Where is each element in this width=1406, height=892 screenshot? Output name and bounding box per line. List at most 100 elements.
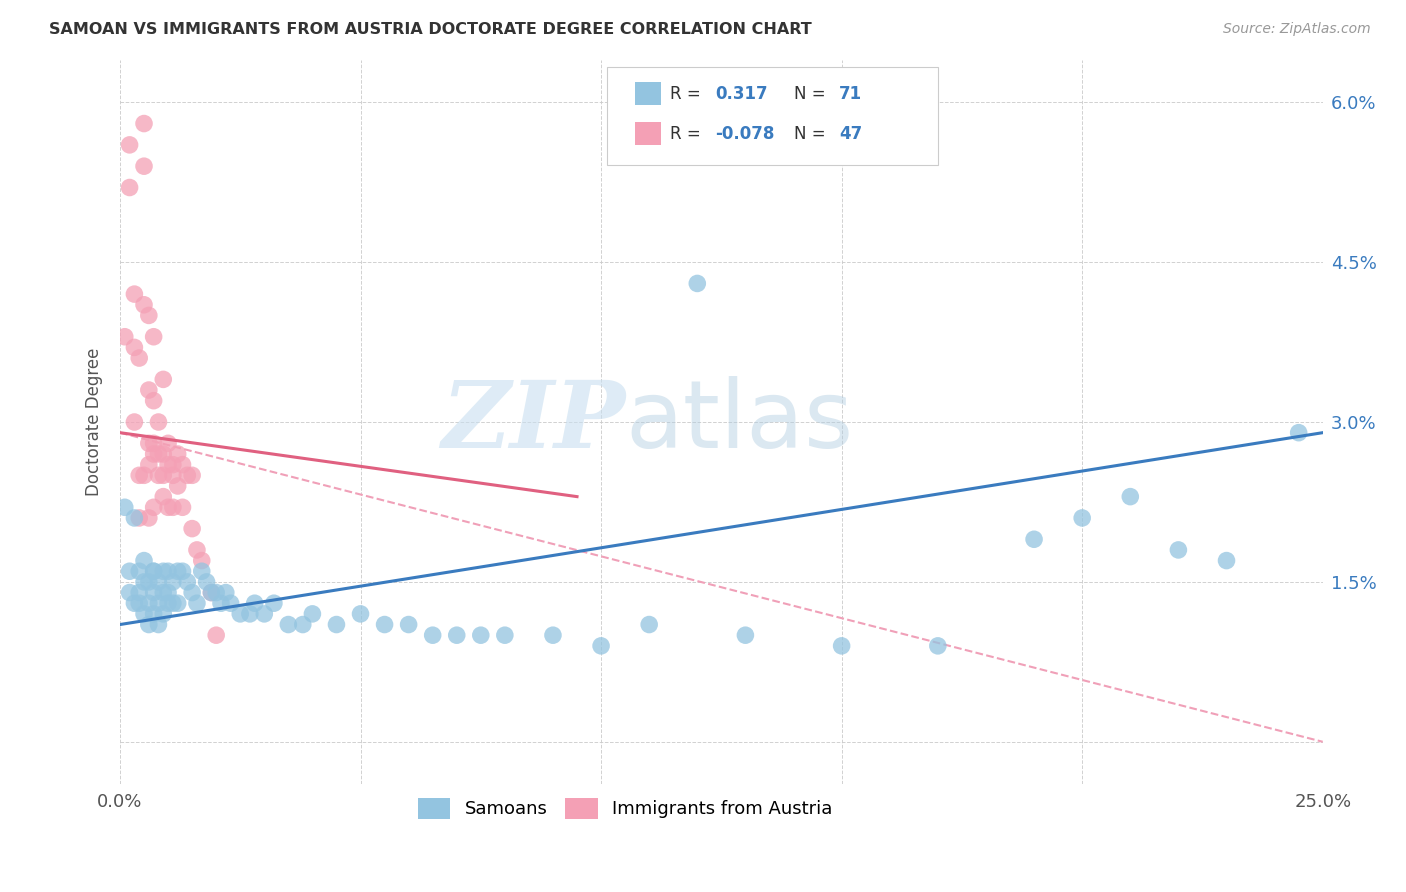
- Point: [831, 639, 853, 653]
- Point: [166, 479, 188, 493]
- Point: [118, 564, 141, 578]
- Point: [205, 628, 228, 642]
- Text: -0.078: -0.078: [716, 125, 775, 143]
- Point: [1167, 543, 1189, 558]
- Text: ZIP: ZIP: [441, 377, 626, 467]
- Point: [1119, 490, 1142, 504]
- Point: [263, 596, 285, 610]
- Text: N =: N =: [793, 125, 825, 143]
- Point: [181, 468, 204, 483]
- Point: [349, 607, 371, 621]
- Point: [124, 511, 146, 525]
- Point: [142, 564, 165, 578]
- Point: [243, 596, 266, 610]
- Text: SAMOAN VS IMMIGRANTS FROM AUSTRIA DOCTORATE DEGREE CORRELATION CHART: SAMOAN VS IMMIGRANTS FROM AUSTRIA DOCTOR…: [49, 22, 811, 37]
- Text: N =: N =: [793, 85, 825, 103]
- Point: [541, 628, 564, 642]
- Point: [157, 500, 180, 515]
- Point: [157, 564, 180, 578]
- Point: [229, 607, 252, 621]
- Point: [152, 447, 174, 461]
- Point: [142, 436, 165, 450]
- Point: [132, 159, 155, 173]
- Point: [219, 596, 242, 610]
- Point: [152, 490, 174, 504]
- Point: [132, 298, 155, 312]
- Point: [176, 468, 198, 483]
- Point: [157, 596, 180, 610]
- Text: 71: 71: [839, 85, 862, 103]
- FancyBboxPatch shape: [634, 82, 661, 105]
- Point: [138, 436, 160, 450]
- Point: [128, 351, 150, 365]
- Point: [132, 607, 155, 621]
- Point: [124, 287, 146, 301]
- Point: [152, 607, 174, 621]
- Text: Source: ZipAtlas.com: Source: ZipAtlas.com: [1223, 22, 1371, 37]
- Point: [142, 585, 165, 599]
- Point: [114, 500, 136, 515]
- Point: [157, 585, 180, 599]
- Point: [162, 574, 184, 589]
- Point: [181, 522, 204, 536]
- Point: [422, 628, 444, 642]
- Point: [200, 585, 222, 599]
- Point: [325, 617, 347, 632]
- Point: [176, 574, 198, 589]
- Point: [591, 639, 613, 653]
- Point: [148, 468, 170, 483]
- Point: [446, 628, 468, 642]
- Point: [200, 585, 222, 599]
- Point: [172, 564, 194, 578]
- Point: [166, 564, 188, 578]
- Point: [1288, 425, 1310, 440]
- Point: [132, 553, 155, 567]
- Point: [277, 617, 299, 632]
- Point: [253, 607, 276, 621]
- Point: [215, 585, 238, 599]
- Point: [128, 468, 150, 483]
- Point: [138, 511, 160, 525]
- Point: [124, 340, 146, 354]
- Point: [142, 607, 165, 621]
- Point: [1215, 553, 1237, 567]
- Point: [148, 617, 170, 632]
- Point: [494, 628, 516, 642]
- Point: [205, 585, 228, 599]
- Point: [132, 468, 155, 483]
- Point: [734, 628, 756, 642]
- Point: [374, 617, 396, 632]
- Point: [162, 458, 184, 472]
- Point: [148, 415, 170, 429]
- Point: [162, 500, 184, 515]
- Point: [157, 458, 180, 472]
- Point: [138, 458, 160, 472]
- Point: [195, 574, 218, 589]
- Point: [128, 511, 150, 525]
- Point: [209, 596, 232, 610]
- Point: [152, 564, 174, 578]
- Point: [142, 500, 165, 515]
- Point: [138, 596, 160, 610]
- Point: [128, 585, 150, 599]
- Point: [142, 447, 165, 461]
- Text: atlas: atlas: [626, 376, 853, 468]
- Point: [470, 628, 492, 642]
- Point: [114, 330, 136, 344]
- Point: [142, 393, 165, 408]
- Text: R =: R =: [669, 85, 700, 103]
- Point: [128, 564, 150, 578]
- Point: [148, 574, 170, 589]
- FancyBboxPatch shape: [607, 67, 938, 165]
- Point: [157, 436, 180, 450]
- Point: [118, 585, 141, 599]
- Point: [927, 639, 949, 653]
- Point: [239, 607, 262, 621]
- Point: [152, 468, 174, 483]
- Point: [291, 617, 314, 632]
- Point: [128, 596, 150, 610]
- Point: [638, 617, 661, 632]
- Point: [398, 617, 420, 632]
- Point: [172, 458, 194, 472]
- Point: [124, 415, 146, 429]
